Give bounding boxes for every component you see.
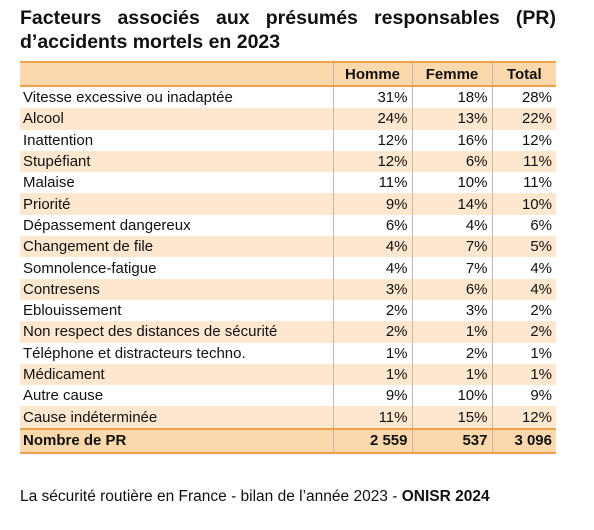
total-row: Nombre de PR 2 559 537 3 096 — [20, 427, 556, 454]
row: Inattention 12% 16% 12% — [20, 129, 556, 151]
row: Dépassement dangereux 6% 4% 6% — [20, 214, 556, 237]
cell: 31% — [332, 86, 412, 109]
cell: 1% — [411, 321, 492, 343]
cell: 1% — [491, 363, 556, 386]
cell: 7% — [411, 236, 492, 258]
row-label: Eblouissement — [23, 302, 122, 320]
total-cell: 3 096 — [491, 427, 556, 454]
cell: 11% — [332, 172, 412, 194]
cell: 1% — [411, 363, 492, 386]
cell: 14% — [411, 193, 492, 215]
cell: 4% — [332, 236, 412, 258]
cell: 10% — [411, 172, 492, 194]
cell: 6% — [411, 278, 492, 300]
row: Contresens 3% 6% 4% — [20, 278, 556, 300]
cell: 5% — [491, 236, 556, 258]
title: Facteurs associés aux présumés responsab… — [20, 7, 556, 53]
row-label: Dépassement dangereux — [23, 216, 191, 234]
row-label: Malaise — [23, 174, 75, 192]
row-label: Téléphone et distracteurs techno. — [23, 344, 246, 362]
cell: 3% — [411, 299, 492, 322]
cell: 12% — [491, 129, 556, 151]
column-header: Homme — [332, 61, 412, 87]
row-label: Médicament — [20, 363, 333, 386]
cell: 12% — [332, 129, 412, 151]
cell: 4% — [332, 257, 412, 279]
row-label: Cause indéterminée — [20, 406, 333, 429]
row-label: Stupéfiant — [20, 150, 333, 173]
cell: 9% — [332, 193, 412, 215]
table: Homme Femme Total Vitesse excessive ou ina… — [20, 61, 556, 454]
cell: 4% — [491, 278, 556, 300]
cell: 10% — [411, 385, 492, 407]
row: Cause indéterminée 11% 15% 12% — [20, 406, 556, 429]
footer: La sécurité routière en France - bilan d… — [20, 488, 490, 506]
cell: 1% — [332, 363, 412, 386]
row-label: Somnolence-fatigue — [23, 259, 157, 277]
cell: 2% — [491, 321, 556, 343]
cell: 2% — [491, 299, 556, 322]
cell: 6% — [491, 214, 556, 237]
row: Stupéfiant 12% 6% 11% — [20, 150, 556, 173]
source-bold: ONISR 2024 — [401, 488, 490, 505]
cell: 16% — [411, 129, 492, 151]
row: Eblouissement 2% 3% 2% — [20, 299, 556, 322]
cell: 4% — [491, 257, 556, 279]
cell: 12% — [332, 150, 412, 173]
cell: 6% — [332, 214, 412, 237]
cell: 10% — [491, 193, 556, 215]
total-cell: 537 — [411, 427, 492, 454]
cell: 2% — [332, 299, 412, 322]
cell: 22% — [491, 108, 556, 130]
header-row: Homme Femme Total — [20, 61, 556, 87]
row-label: Alcool — [20, 108, 333, 130]
row-label: Autre cause — [23, 387, 104, 405]
cell: 7% — [411, 257, 492, 279]
column-header — [20, 61, 333, 87]
row-label: Priorité — [20, 193, 333, 215]
row: Changement de file 4% 7% 5% — [20, 236, 556, 258]
row-label: Vitesse excessive ou inadaptée — [23, 89, 233, 107]
cell: 13% — [411, 108, 492, 130]
row: Téléphone et distracteurs techno. 1% 2% 1% — [20, 342, 556, 364]
cell: 1% — [332, 342, 412, 364]
cell: 9% — [332, 385, 412, 407]
cell: 9% — [491, 385, 556, 407]
cell: 11% — [332, 406, 412, 429]
cell: 4% — [411, 214, 492, 237]
row-label: Non respect des distances de sécurité — [20, 321, 333, 343]
source: La sécurité routière en France - bilan d… — [20, 488, 402, 505]
row-label: Inattention — [23, 131, 94, 149]
row-label: Changement de file — [20, 236, 333, 258]
total-cell: 2 559 — [332, 427, 412, 454]
row: Médicament 1% 1% 1% — [20, 363, 556, 386]
cell: 2% — [332, 321, 412, 343]
row: Autre cause 9% 10% 9% — [20, 385, 556, 407]
row: Somnolence-fatigue 4% 7% 4% — [20, 257, 556, 279]
cell: 6% — [411, 150, 492, 173]
cell: 12% — [491, 406, 556, 429]
cell: 1% — [491, 342, 556, 364]
row: Alcool 24% 13% 22% — [20, 108, 556, 130]
cell: 28% — [491, 86, 556, 109]
row: Non respect des distances de sécurité 2% 1… — [20, 321, 556, 343]
row: Priorité 9% 14% 10% — [20, 193, 556, 215]
cell: 15% — [411, 406, 492, 429]
row-label: Contresens — [20, 278, 333, 300]
row: Vitesse excessive ou inadaptée 31% 18% 28% — [20, 86, 556, 109]
cell: 2% — [411, 342, 492, 364]
column-header: Total — [491, 61, 556, 87]
row: Malaise 11% 10% 11% — [20, 172, 556, 194]
cell: 11% — [491, 172, 556, 194]
cell: 18% — [411, 86, 492, 109]
cell: 24% — [332, 108, 412, 130]
total-label: Nombre de PR — [20, 427, 333, 454]
cell: 3% — [332, 278, 412, 300]
cell: 11% — [491, 150, 556, 173]
column-header: Femme — [411, 61, 492, 87]
